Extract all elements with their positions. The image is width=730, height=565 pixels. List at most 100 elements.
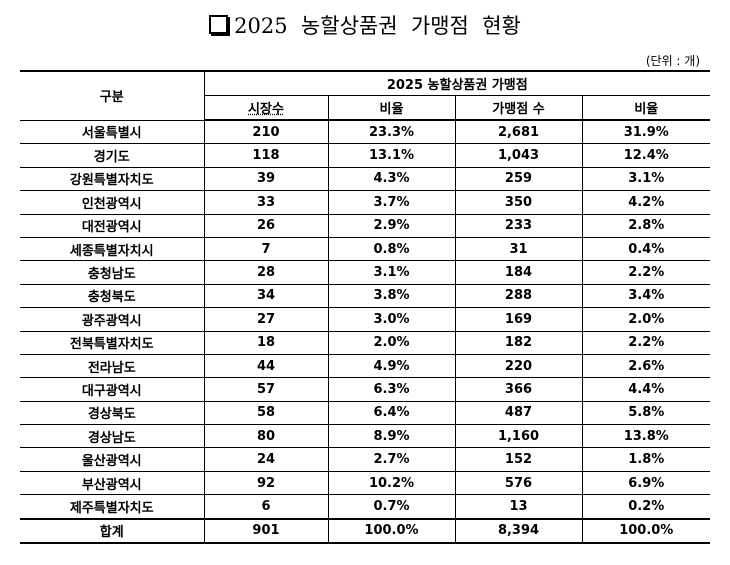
- stores-cell: 152: [454, 447, 583, 472]
- table-row: 세종특별자치시 7 0.8% 31 0.4%: [20, 236, 711, 262]
- table-row: 광주광역시 27 3.0% 169 2.0%: [20, 307, 711, 332]
- markets-cell: 118: [203, 143, 329, 168]
- markets-ratio-cell: 2.0%: [327, 330, 456, 355]
- markets-ratio-cell: 0.7%: [327, 494, 456, 520]
- table-row: 전라남도 44 4.9% 220 2.6%: [20, 353, 711, 379]
- header-markets: 시장수: [204, 95, 329, 121]
- region-cell: 서울특별시: [20, 119, 205, 145]
- header-row-2: 시장수 비율 가맹점 수 비율: [20, 95, 711, 121]
- markets-cell: 92: [203, 470, 329, 496]
- total-stores-ratio-cell: 100.0%: [581, 517, 711, 544]
- franchise-table: 구분 2025 농할상품권 가맹점 시장수 비율 가맹점 수 비율 서울특별시 …: [20, 70, 711, 545]
- total-row: 합계 901 100.0% 8,394 100.0%: [20, 517, 711, 544]
- region-cell: 강원특별자치도: [20, 166, 205, 192]
- header-category: 구분: [20, 70, 205, 121]
- markets-cell: 33: [203, 190, 329, 215]
- stores-cell: 169: [454, 307, 583, 332]
- table-row: 서울특별시 210 23.3% 2,681 31.9%: [20, 119, 711, 145]
- markets-cell: 210: [203, 119, 329, 145]
- stores-ratio-cell: 0.2%: [581, 494, 711, 520]
- total-markets-cell: 901: [203, 517, 329, 544]
- table-row: 대전광역시 26 2.9% 233 2.8%: [20, 213, 711, 238]
- stores-cell: 2,681: [454, 119, 583, 145]
- markets-cell: 34: [203, 283, 329, 309]
- markets-ratio-cell: 2.9%: [327, 213, 456, 238]
- markets-ratio-cell: 4.3%: [327, 166, 456, 192]
- markets-ratio-cell: 3.8%: [327, 283, 456, 309]
- stores-ratio-cell: 4.2%: [581, 190, 711, 215]
- region-cell: 충청남도: [20, 260, 205, 285]
- region-cell: 인천광역시: [20, 190, 205, 215]
- checkbox-square-icon: [209, 15, 229, 34]
- table-row: 전북특별자치도 18 2.0% 182 2.2%: [20, 330, 711, 355]
- region-cell: 전라남도: [20, 353, 205, 379]
- markets-cell: 27: [203, 307, 329, 332]
- markets-ratio-cell: 10.2%: [327, 470, 456, 496]
- stores-ratio-cell: 12.4%: [581, 143, 711, 168]
- region-cell: 울산광역시: [20, 447, 205, 472]
- stores-cell: 576: [454, 470, 583, 496]
- stores-ratio-cell: 2.8%: [581, 213, 711, 238]
- stores-cell: 13: [454, 494, 583, 520]
- markets-cell: 24: [203, 447, 329, 472]
- region-cell: 세종특별자치시: [20, 236, 205, 262]
- region-cell: 전북특별자치도: [20, 330, 205, 355]
- table-row: 강원특별자치도 39 4.3% 259 3.1%: [20, 166, 711, 192]
- region-cell: 경상북도: [20, 400, 205, 426]
- stores-cell: 259: [454, 166, 583, 192]
- stores-ratio-cell: 3.1%: [581, 166, 711, 192]
- header-markets-ratio: 비율: [327, 95, 456, 121]
- header-markets-label: 시장수: [248, 102, 284, 117]
- region-cell: 대전광역시: [20, 213, 205, 238]
- stores-ratio-cell: 13.8%: [581, 424, 711, 449]
- table-row: 부산광역시 92 10.2% 576 6.9%: [20, 470, 711, 496]
- markets-ratio-cell: 2.7%: [327, 447, 456, 472]
- markets-ratio-cell: 8.9%: [327, 424, 456, 449]
- stores-ratio-cell: 3.4%: [581, 283, 711, 309]
- markets-ratio-cell: 3.1%: [327, 260, 456, 285]
- total-label-cell: 합계: [20, 517, 205, 544]
- table-header: 구분 2025 농할상품권 가맹점 시장수 비율 가맹점 수 비율: [20, 70, 711, 121]
- stores-cell: 31: [454, 236, 583, 262]
- table-row: 충청북도 34 3.8% 288 3.4%: [20, 283, 711, 309]
- header-row-1: 구분 2025 농할상품권 가맹점: [20, 70, 711, 121]
- markets-cell: 18: [203, 330, 329, 355]
- stores-ratio-cell: 0.4%: [581, 236, 711, 262]
- stores-cell: 1,043: [454, 143, 583, 168]
- table-row: 경상북도 58 6.4% 487 5.8%: [20, 400, 711, 426]
- markets-cell: 39: [203, 166, 329, 192]
- table-body: 서울특별시 210 23.3% 2,681 31.9% 경기도 118 13.1…: [20, 119, 711, 544]
- markets-ratio-cell: 4.9%: [327, 353, 456, 379]
- markets-ratio-cell: 13.1%: [327, 143, 456, 168]
- markets-ratio-cell: 3.7%: [327, 190, 456, 215]
- stores-ratio-cell: 4.4%: [581, 377, 711, 402]
- markets-ratio-cell: 0.8%: [327, 236, 456, 262]
- stores-ratio-cell: 2.0%: [581, 307, 711, 332]
- region-cell: 경기도: [20, 143, 205, 168]
- unit-label: (단위 : 개): [645, 54, 700, 68]
- table-row: 충청남도 28 3.1% 184 2.2%: [20, 260, 711, 285]
- markets-cell: 58: [203, 400, 329, 426]
- markets-cell: 80: [203, 424, 329, 449]
- markets-cell: 6: [203, 494, 329, 520]
- document-title: 2025 농할상품권 가맹점 현황: [0, 14, 730, 38]
- region-cell: 광주광역시: [20, 307, 205, 332]
- stores-cell: 288: [454, 283, 583, 309]
- stores-ratio-cell: 2.2%: [581, 260, 711, 285]
- region-cell: 경상남도: [20, 424, 205, 449]
- table-row: 인천광역시 33 3.7% 350 4.2%: [20, 190, 711, 215]
- document-title-text: 2025 농할상품권 가맹점 현황: [234, 14, 521, 38]
- stores-ratio-cell: 2.6%: [581, 353, 711, 379]
- table-row: 울산광역시 24 2.7% 152 1.8%: [20, 447, 711, 472]
- table-row: 경상남도 80 8.9% 1,160 13.8%: [20, 424, 711, 449]
- total-markets-ratio-cell: 100.0%: [327, 517, 456, 544]
- region-cell: 부산광역시: [20, 470, 205, 496]
- stores-cell: 366: [454, 377, 583, 402]
- table-row: 대구광역시 57 6.3% 366 4.4%: [20, 377, 711, 402]
- region-cell: 대구광역시: [20, 377, 205, 402]
- markets-cell: 57: [203, 377, 329, 402]
- stores-ratio-cell: 2.2%: [581, 330, 711, 355]
- total-stores-cell: 8,394: [454, 517, 583, 544]
- table-row: 경기도 118 13.1% 1,043 12.4%: [20, 143, 711, 168]
- stores-cell: 184: [454, 260, 583, 285]
